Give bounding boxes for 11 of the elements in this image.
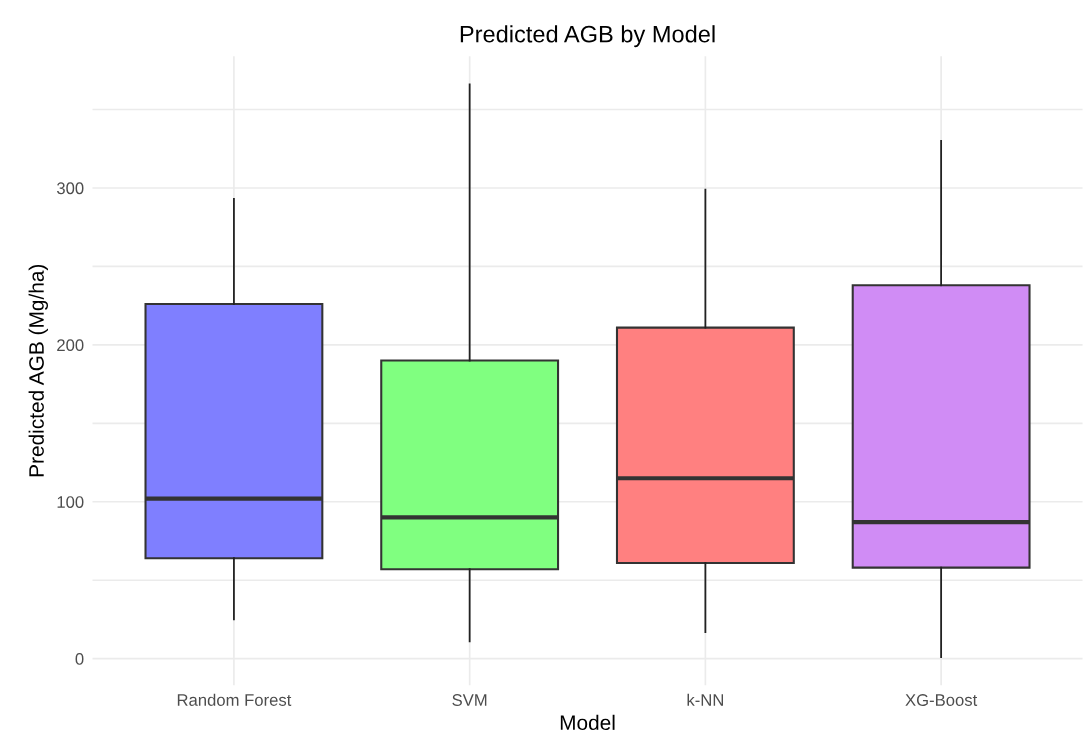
y-tick-label: 0 bbox=[75, 653, 84, 665]
x-tick-label: SVM bbox=[452, 694, 487, 706]
x-axis-title: Model bbox=[560, 714, 615, 731]
x-tick-label: Random Forest bbox=[177, 693, 292, 706]
y-tick-label: 300 bbox=[56, 182, 84, 195]
y-tick-label: 100 bbox=[57, 496, 84, 508]
y-axis-title: Predicted AGB (Mg/ha) bbox=[28, 264, 49, 477]
y-tick-label: 200 bbox=[57, 339, 84, 352]
x-tick-label: XG-Boost bbox=[905, 694, 978, 706]
x-tick-label: k-NN bbox=[687, 693, 724, 706]
chart-title: Predicted AGB by Model bbox=[460, 25, 715, 48]
